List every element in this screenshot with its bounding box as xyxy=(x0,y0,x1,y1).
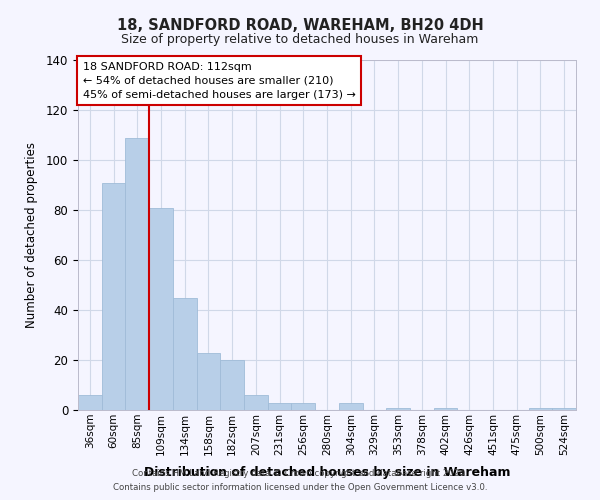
Bar xyxy=(78,395,102,410)
Bar xyxy=(386,408,410,410)
Bar xyxy=(173,298,197,410)
Bar xyxy=(339,402,362,410)
Y-axis label: Number of detached properties: Number of detached properties xyxy=(25,142,38,328)
Bar xyxy=(244,395,268,410)
Bar xyxy=(292,402,315,410)
Bar xyxy=(102,182,125,410)
Bar xyxy=(529,408,552,410)
Bar xyxy=(434,408,457,410)
Bar xyxy=(197,352,220,410)
Bar xyxy=(268,402,292,410)
Text: Contains public sector information licensed under the Open Government Licence v3: Contains public sector information licen… xyxy=(113,484,487,492)
Bar xyxy=(149,208,173,410)
Text: Contains HM Land Registry data © Crown copyright and database right 2024.: Contains HM Land Registry data © Crown c… xyxy=(132,468,468,477)
Bar xyxy=(125,138,149,410)
Bar xyxy=(552,408,576,410)
X-axis label: Distribution of detached houses by size in Wareham: Distribution of detached houses by size … xyxy=(144,466,510,479)
Text: Size of property relative to detached houses in Wareham: Size of property relative to detached ho… xyxy=(121,32,479,46)
Bar xyxy=(220,360,244,410)
Text: 18, SANDFORD ROAD, WAREHAM, BH20 4DH: 18, SANDFORD ROAD, WAREHAM, BH20 4DH xyxy=(116,18,484,32)
Text: 18 SANDFORD ROAD: 112sqm
← 54% of detached houses are smaller (210)
45% of semi-: 18 SANDFORD ROAD: 112sqm ← 54% of detach… xyxy=(83,62,356,100)
